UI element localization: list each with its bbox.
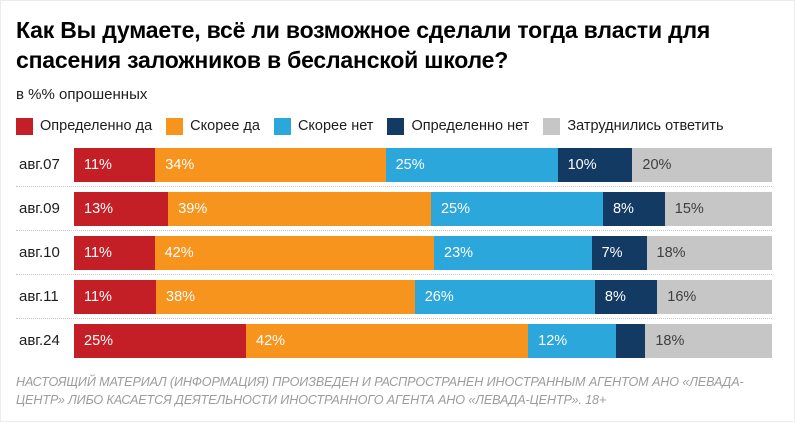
legend-swatch-icon: [543, 117, 561, 135]
bar-segment: 18%: [645, 323, 772, 358]
legend-swatch-icon: [273, 117, 291, 135]
bar-segment: 8%: [602, 191, 665, 226]
legend-swatch-icon: [16, 117, 33, 135]
row-separator: [16, 229, 772, 231]
bar-segment: 20%: [632, 147, 772, 182]
chart-row: авг.07 11% 34% 25% 10% 20%: [16, 147, 772, 182]
legend-item: Скорее да: [166, 117, 260, 135]
stacked-bar: 13% 39% 25% 8% 15%: [74, 191, 772, 226]
legend-item: Затруднились ответить: [543, 117, 724, 135]
bar-segment: 42%: [154, 235, 435, 270]
bar-segment: 34%: [155, 147, 386, 182]
legend-label: Определенно нет: [411, 118, 530, 135]
row-separator: [16, 185, 772, 187]
bar-segment: 42%: [246, 323, 529, 358]
bar-segment: 12%: [528, 323, 616, 358]
stacked-bar: 11% 34% 25% 10% 20%: [74, 147, 772, 182]
legend-item: Определенно нет: [387, 117, 530, 135]
bar-segment: 23%: [434, 235, 592, 270]
legend-label: Скорее да: [190, 118, 260, 135]
bar-segment: [615, 323, 646, 358]
chart-row: авг.09 13% 39% 25% 8% 15%: [16, 191, 772, 226]
bar-segment: 11%: [74, 279, 156, 314]
stacked-bar: 11% 42% 23% 7% 18%: [74, 235, 772, 270]
legend-swatch-icon: [387, 117, 405, 135]
legend-swatch-icon: [166, 117, 184, 135]
row-label: авг.11: [19, 288, 59, 306]
stacked-bar: 25% 42% 12% 18%: [74, 323, 772, 358]
row-separator: [16, 273, 772, 275]
stacked-bar-chart: авг.07 11% 34% 25% 10% 20% авг.09 13% 39% 25% 8% 15…: [16, 147, 773, 358]
bar-segment: 25%: [385, 147, 558, 182]
bar-segment: 11%: [74, 235, 155, 270]
row-label: авг.09: [19, 200, 60, 218]
legend-item: Скорее нет: [273, 117, 374, 135]
bar-segment: 8%: [594, 279, 658, 314]
bar-segment: 26%: [414, 279, 595, 314]
legend-label: Скорее нет: [297, 118, 374, 135]
bar-segment: 39%: [168, 191, 431, 226]
bar-segment: 13%: [74, 191, 169, 226]
chart-row: авг.24 25% 42% 12% 18%: [16, 323, 772, 358]
legend: Определенно да Скорее да Скорее нет Определ…: [16, 117, 772, 135]
bar-segment: 38%: [156, 279, 415, 314]
stacked-bar: 11% 38% 26% 8% 16%: [74, 279, 773, 314]
chart-title: Как Вы думаете, всё ли возможное сделали…: [16, 17, 711, 74]
bar-segment: 11%: [74, 147, 156, 182]
bar-segment: 18%: [646, 235, 772, 270]
legend-label: Затруднились ответить: [567, 118, 724, 135]
legend-item: Определенно да: [16, 117, 153, 135]
legend-label: Определенно да: [40, 118, 153, 135]
bar-segment: 15%: [664, 191, 772, 226]
bar-segment: 16%: [657, 279, 773, 314]
chart-subtitle: в %% опрошенных: [16, 85, 148, 103]
row-separator: [16, 317, 772, 319]
row-label: авг.07: [19, 156, 60, 174]
row-label: авг.10: [19, 244, 60, 262]
bar-segment: 10%: [557, 147, 633, 182]
chart-row: авг.10 11% 42% 23% 7% 18%: [16, 235, 772, 270]
foreign-agent-disclaimer: НАСТОЯЩИЙ МАТЕРИАЛ (ИНФОРМАЦИЯ) ПРОИЗВЕД…: [16, 374, 744, 407]
bar-segment: 25%: [430, 191, 603, 226]
row-label: авг.24: [19, 332, 60, 350]
bar-segment: 25%: [74, 323, 246, 358]
bar-segment: 7%: [591, 235, 647, 270]
chart-row: авг.11 11% 38% 26% 8% 16%: [16, 279, 773, 314]
